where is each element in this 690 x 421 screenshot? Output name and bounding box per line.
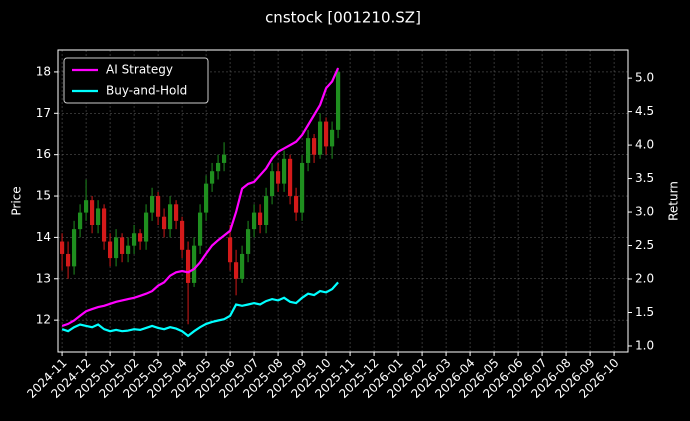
- candle-body: [101, 208, 107, 242]
- candle-body: [155, 196, 161, 217]
- plot-frame: [57, 49, 629, 353]
- candle-body: [119, 237, 125, 254]
- candle-body: [191, 245, 197, 283]
- y-tick-label: 15: [36, 189, 51, 203]
- candle-body: [317, 121, 323, 155]
- candle-body: [335, 71, 341, 130]
- y-tick-label: 16: [36, 147, 51, 161]
- candle-body: [239, 253, 245, 279]
- candle-body: [287, 158, 293, 197]
- candle-body: [113, 237, 119, 259]
- candle-body: [143, 212, 149, 242]
- y-tick-label: 12: [36, 313, 51, 327]
- y2-tick-label: 2.5: [635, 238, 654, 252]
- y2-tick-label: 4.0: [635, 138, 654, 152]
- candle-body: [305, 138, 311, 163]
- candle-body: [203, 183, 209, 213]
- y2-tick-label: 1.0: [635, 338, 654, 352]
- candle-body: [251, 212, 257, 230]
- candle-body: [329, 129, 335, 147]
- candle-body: [173, 204, 179, 221]
- candle-body: [95, 208, 101, 225]
- candle-body: [59, 241, 65, 254]
- candle-body: [179, 220, 185, 250]
- y2-tick-label: 3.0: [635, 205, 654, 219]
- candle-body: [197, 212, 203, 246]
- candle-body: [71, 229, 77, 267]
- candle-body: [263, 196, 269, 225]
- candle-body: [311, 138, 317, 155]
- candle-body: [161, 216, 167, 230]
- candle-body: [245, 229, 251, 254]
- candle-body: [65, 253, 71, 267]
- candle-body: [281, 158, 287, 184]
- candle-body: [167, 204, 173, 230]
- candle-body: [137, 233, 143, 242]
- candle-body: [125, 245, 131, 254]
- y-tick-label: 14: [36, 230, 51, 244]
- y2-tick-label: 4.5: [635, 104, 654, 118]
- candle-body: [233, 262, 239, 279]
- y2-tick-label: 5.0: [635, 71, 654, 85]
- return-line: [61, 281, 339, 338]
- y-axis-label: Price: [10, 186, 24, 215]
- y-tick-label: 17: [36, 106, 51, 120]
- y-tick-label: 18: [36, 64, 51, 78]
- return-line: [61, 67, 340, 327]
- legend-label: AI Strategy: [106, 63, 173, 77]
- candle-body: [185, 249, 191, 283]
- candle-body: [227, 237, 233, 263]
- y2-tick-label: 3.5: [635, 171, 654, 185]
- candle-body: [221, 154, 227, 163]
- candle-body: [107, 241, 113, 259]
- y-tick-label: 13: [36, 271, 51, 285]
- candle-body: [77, 212, 83, 230]
- candle-body: [83, 200, 89, 213]
- candle-body: [149, 196, 155, 213]
- y2-axis-label: Return: [667, 181, 681, 221]
- candle-body: [131, 233, 137, 246]
- candle-body: [275, 171, 281, 184]
- y2-tick-label: 1.5: [635, 305, 654, 319]
- legend-label: Buy-and-Hold: [106, 84, 187, 98]
- candle-body: [269, 171, 275, 197]
- candle-body: [257, 212, 263, 225]
- candle-body: [89, 200, 95, 225]
- candle-body: [215, 162, 221, 172]
- candle-body: [323, 121, 329, 147]
- y2-tick-label: 2.0: [635, 272, 654, 286]
- candle-body: [293, 196, 299, 213]
- candle-body: [299, 162, 305, 213]
- legend-box: [63, 57, 209, 104]
- candle-body: [209, 171, 215, 184]
- chart-title: cnstock [001210.SZ]: [265, 9, 421, 27]
